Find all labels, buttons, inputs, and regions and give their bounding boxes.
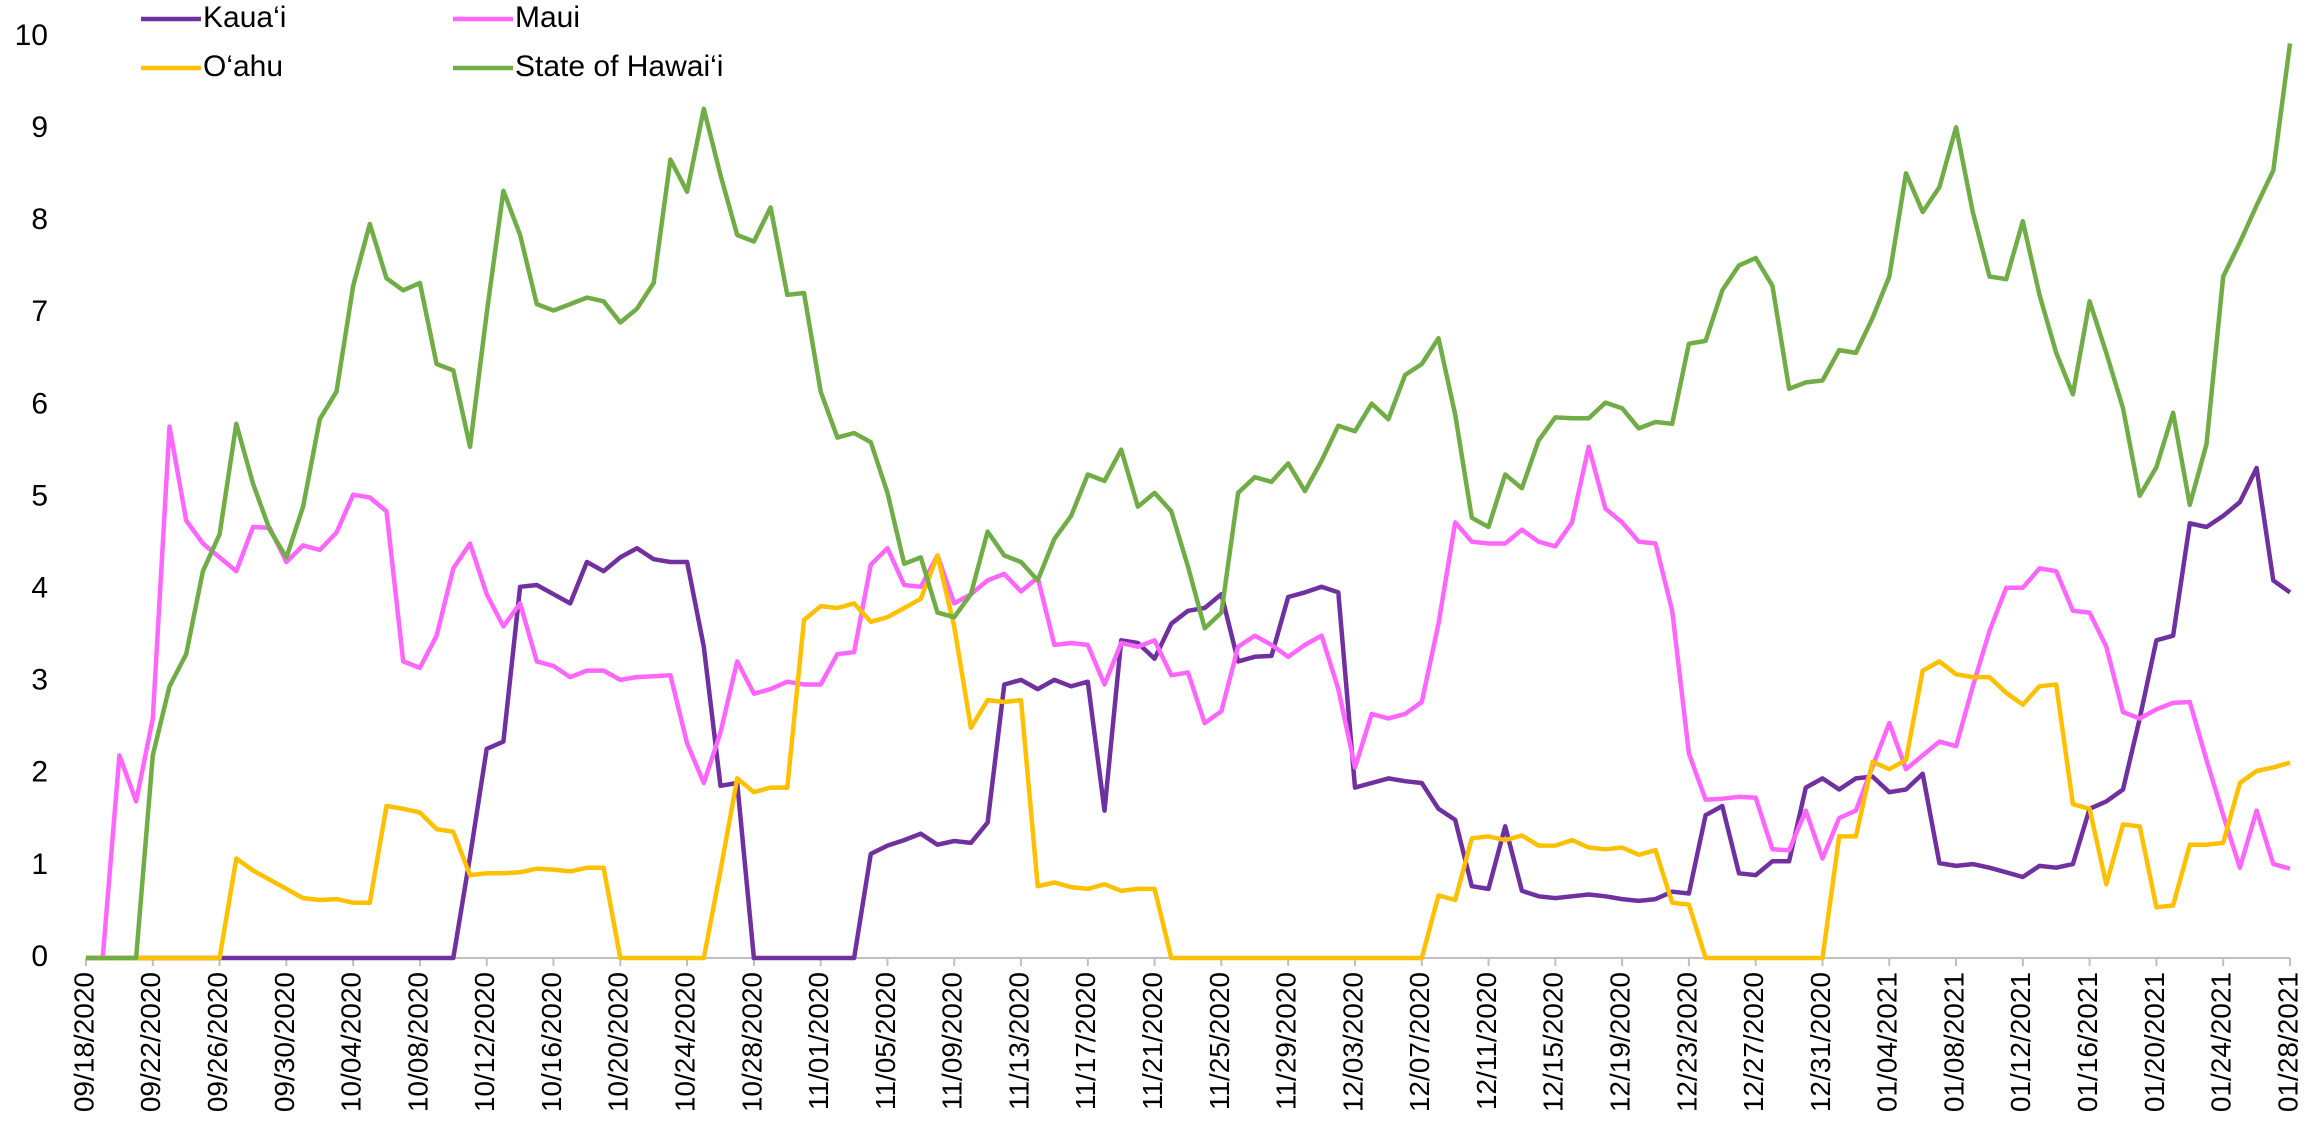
x-tick-label: 01/20/2021 [2139, 972, 2170, 1112]
x-tick-label: 10/20/2020 [603, 972, 634, 1112]
x-tick-label: 01/16/2021 [2072, 972, 2103, 1112]
y-tick-label: 4 [31, 572, 48, 605]
x-tick-label: 11/17/2020 [1070, 972, 1101, 1110]
series-line [86, 553, 2291, 961]
x-tick-label: 10/16/2020 [536, 972, 567, 1112]
x-tick-label: 11/13/2020 [1003, 972, 1034, 1110]
x-tick-label: 01/08/2021 [1938, 972, 1969, 1112]
x-tick-label: 09/18/2020 [68, 972, 99, 1112]
x-tick-label: 01/12/2021 [2005, 972, 2036, 1112]
series-line [86, 465, 2292, 961]
x-tick-label: 10/12/2020 [469, 972, 500, 1112]
x-tick-label: 12/23/2020 [1671, 972, 1702, 1112]
y-tick-label: 1 [31, 848, 48, 881]
x-tick-label: 10/08/2020 [402, 972, 433, 1112]
y-tick-label: 9 [31, 111, 48, 144]
x-tick-label: 11/29/2020 [1271, 972, 1302, 1110]
x-tick-label: 12/07/2020 [1404, 972, 1435, 1112]
series-line [86, 424, 2291, 961]
y-tick-label: 3 [31, 664, 48, 697]
x-tick-label: 11/05/2020 [870, 972, 901, 1110]
x-tick-label: 09/22/2020 [135, 972, 166, 1112]
x-tick-label: 01/04/2021 [1872, 972, 1903, 1112]
x-tick-label: 10/24/2020 [669, 972, 700, 1112]
x-tick-label: 12/19/2020 [1605, 972, 1636, 1112]
y-tick-label: 5 [31, 479, 48, 512]
x-tick-label: 11/01/2020 [803, 972, 834, 1110]
y-tick-label: 8 [31, 203, 48, 236]
x-tick-label: 12/27/2020 [1738, 972, 1769, 1112]
x-tick-label: 12/15/2020 [1538, 972, 1569, 1112]
x-tick-label: 11/25/2020 [1204, 972, 1235, 1110]
x-tick-label: 12/03/2020 [1337, 972, 1368, 1112]
x-tick-label: 01/24/2021 [2206, 972, 2237, 1112]
x-tick-label: 11/09/2020 [937, 972, 968, 1110]
y-tick-label: 0 [31, 940, 48, 973]
y-tick-label: 6 [31, 387, 48, 420]
y-tick-label: 7 [31, 295, 48, 328]
y-tick-label: 10 [15, 19, 48, 52]
y-tick-label: 2 [31, 756, 48, 789]
x-tick-label: 10/04/2020 [336, 972, 367, 1112]
legend-label: State of Hawai‘i [515, 50, 723, 83]
x-tick-label: 12/11/2020 [1471, 972, 1502, 1110]
series-line [86, 43, 2293, 961]
x-tick-label: 01/28/2021 [2272, 972, 2303, 1112]
x-tick-label: 10/28/2020 [736, 972, 767, 1112]
x-tick-label: 11/21/2020 [1137, 972, 1168, 1110]
x-tick-label: 09/30/2020 [269, 972, 300, 1112]
legend-label: O‘ahu [203, 50, 283, 83]
x-tick-label: 09/26/2020 [202, 972, 233, 1112]
legend-label: Maui [515, 1, 580, 34]
x-tick-label: 12/31/2020 [1805, 972, 1836, 1112]
legend-label: Kaua‘i [203, 1, 286, 34]
